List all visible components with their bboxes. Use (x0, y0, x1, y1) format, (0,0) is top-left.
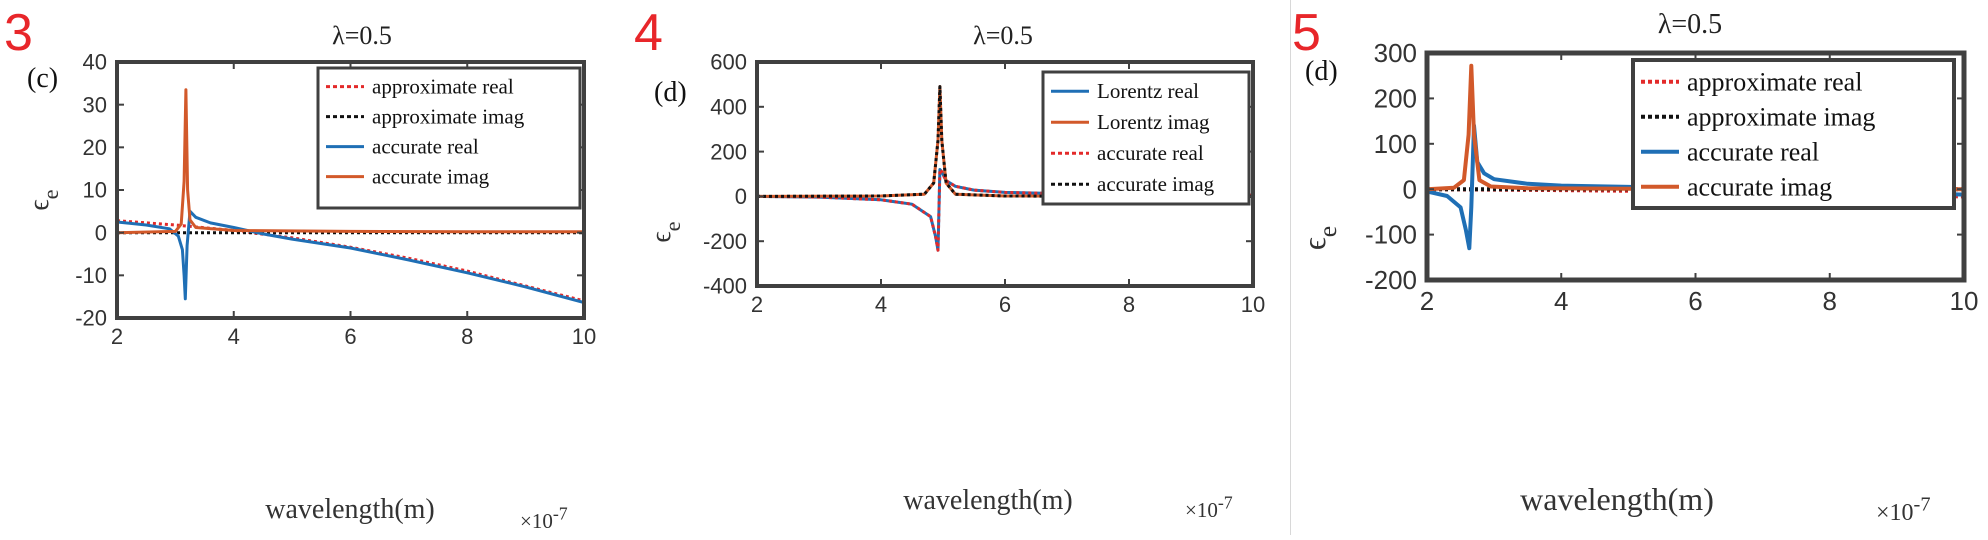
x-tick-label: 10 (572, 324, 596, 349)
panel-letter: (d) (1305, 56, 1338, 87)
x-axis-label: wavelength(m) (903, 485, 1073, 516)
legend-box (1631, 58, 1956, 210)
y-tick-label: 20 (83, 135, 107, 160)
legend-label-1: Lorentz real (1097, 79, 1199, 103)
x-axis-label: wavelength(m) (1520, 481, 1714, 517)
x-tick-label: 6 (999, 292, 1011, 317)
y-axis-label: ϵe (24, 189, 63, 210)
chart-title: λ=0.5 (1658, 9, 1722, 40)
chart-panel-5: 2 4 6 8 10 -200 -100 0 100 200 300 5 λ=0.5 (d) wavelen… (1292, 4, 1978, 526)
legend-label-3: accurate real (1097, 141, 1204, 165)
x-axis-exponent: ×10-7 (520, 504, 568, 533)
legend: approximate real approximate imag accurate… (1631, 58, 1956, 210)
y-tick-label: 200 (710, 139, 747, 164)
legend-box (1041, 70, 1251, 206)
x-tick-label: 2 (1420, 286, 1434, 316)
legend-label-2: Lorentz imag (1097, 110, 1210, 134)
x-tick-label: 4 (1554, 286, 1568, 316)
y-tick-label: -10 (75, 263, 107, 288)
x-tick-label: 10 (1241, 292, 1265, 317)
legend-label-2: approximate imag (372, 105, 525, 129)
panel-number: 3 (4, 4, 33, 62)
y-tick-label: 30 (83, 92, 107, 117)
legend-label-4: accurate imag (1687, 172, 1832, 201)
legend: Lorentz real Lorentz imag accurate real acc… (1041, 70, 1251, 206)
series-line-4 (117, 88, 584, 235)
panel-number: 5 (1292, 4, 1321, 62)
legend-label-3: accurate real (1687, 137, 1819, 166)
x-tick-label: 8 (461, 324, 473, 349)
y-tick-label: 300 (1374, 38, 1417, 68)
panel-number: 4 (634, 4, 663, 62)
x-tick-label: 6 (344, 324, 356, 349)
x-tick-label: 8 (1823, 286, 1837, 316)
x-tick-label: 8 (1123, 292, 1135, 317)
y-tick-label: -400 (703, 274, 747, 299)
series-line-4 (1427, 63, 1964, 192)
legend-label-2: approximate imag (1687, 102, 1875, 131)
x-axis-label: wavelength(m) (265, 494, 435, 525)
y-tick-label: 10 (83, 178, 107, 203)
chart-panel-4: 2 4 6 8 10 -400 -200 0 200 400 600 4 λ=0.5 (d) wavelen… (634, 4, 1265, 522)
legend-label-4: accurate imag (372, 165, 490, 189)
y-tick-label: 600 (710, 50, 747, 75)
legend-box (316, 66, 582, 210)
panel-divider (1290, 0, 1291, 535)
y-tick-label: -200 (1365, 265, 1417, 295)
y-tick-label: 200 (1374, 84, 1417, 114)
series-line-3 (757, 168, 1253, 252)
y-tick-label: 0 (95, 220, 107, 245)
y-axis-label: ϵe (1296, 226, 1342, 250)
x-tick-label: 10 (1950, 286, 1979, 316)
x-tick-label: 4 (875, 292, 887, 317)
y-tick-label: 40 (83, 50, 107, 75)
chart-panel-3: 2 4 6 8 10 -20 -10 0 10 20 30 40 3 λ=0.5 (c) wavelength… (4, 4, 596, 533)
x-tick-label: 6 (1688, 286, 1702, 316)
chart-title: λ=0.5 (973, 21, 1033, 50)
y-axis-label: ϵe (646, 221, 685, 242)
legend-label-4: accurate imag (1097, 172, 1215, 196)
series-line-2 (757, 85, 1253, 198)
series-line-3 (117, 209, 584, 305)
y-tick-label: -200 (703, 229, 747, 254)
panel-letter: (c) (27, 63, 58, 94)
plot-area (757, 85, 1253, 252)
plot-area (117, 88, 584, 305)
x-tick-label: 2 (111, 324, 123, 349)
y-tick-label: 100 (1374, 129, 1417, 159)
legend-label-1: approximate real (372, 75, 514, 99)
y-tick-label: -20 (75, 306, 107, 331)
x-tick-label: 2 (751, 292, 763, 317)
y-tick-label: 0 (1403, 174, 1417, 204)
y-tick-label: 0 (735, 184, 747, 209)
legend: approximate real approximate imag accurate… (316, 66, 582, 210)
x-axis-exponent: ×10-7 (1185, 493, 1233, 522)
x-tick-label: 4 (228, 324, 240, 349)
legend-label-1: approximate real (1687, 67, 1862, 96)
y-tick-label: -100 (1365, 220, 1417, 250)
y-tick-label: 400 (710, 95, 747, 120)
legend-label-3: accurate real (372, 135, 479, 159)
chart-title: λ=0.5 (332, 21, 392, 50)
panel-letter: (d) (654, 77, 687, 108)
x-axis-exponent: ×10-7 (1876, 493, 1931, 526)
